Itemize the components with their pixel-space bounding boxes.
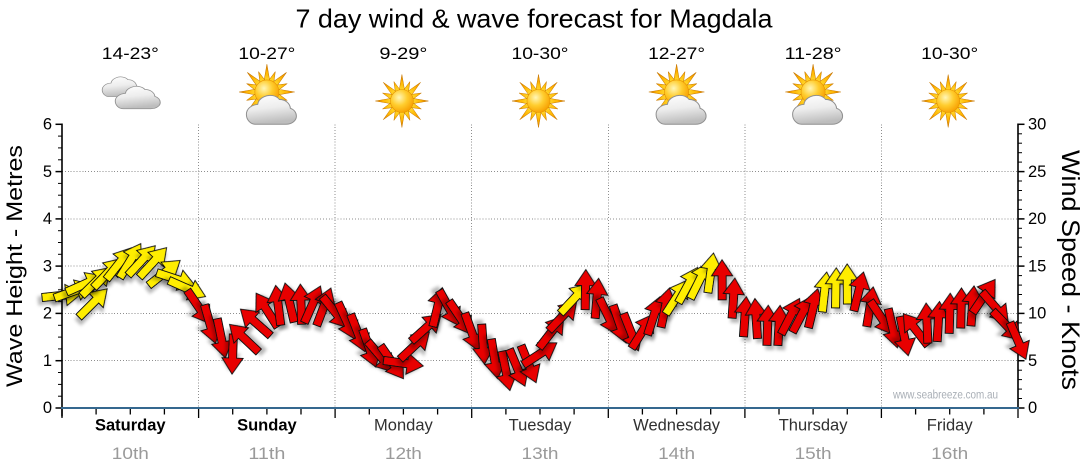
svg-text:10th: 10th: [112, 444, 149, 463]
svg-text:3: 3: [43, 257, 52, 275]
svg-text:10-27°: 10-27°: [238, 45, 295, 63]
svg-text:5: 5: [1028, 352, 1037, 370]
svg-text:11-28°: 11-28°: [785, 45, 842, 63]
svg-text:20: 20: [1028, 210, 1046, 228]
svg-text:11th: 11th: [248, 444, 285, 463]
svg-text:10: 10: [1028, 305, 1046, 323]
svg-text:25: 25: [1028, 163, 1046, 181]
svg-text:13th: 13th: [522, 444, 559, 463]
svg-text:15: 15: [1028, 257, 1046, 275]
svg-text:5: 5: [43, 163, 52, 181]
svg-text:www.seabreeze.com.au: www.seabreeze.com.au: [892, 388, 998, 402]
svg-text:Wind Speed - Knots: Wind Speed - Knots: [1056, 150, 1080, 390]
svg-text:0: 0: [43, 399, 52, 417]
svg-text:14-23°: 14-23°: [102, 45, 159, 63]
svg-text:Saturday: Saturday: [95, 417, 166, 435]
svg-text:Friday: Friday: [927, 417, 974, 435]
svg-text:12th: 12th: [385, 444, 422, 463]
svg-text:Thursday: Thursday: [779, 417, 849, 435]
svg-text:Sunday: Sunday: [237, 417, 297, 435]
svg-text:16th: 16th: [931, 444, 968, 463]
svg-text:Monday: Monday: [374, 417, 433, 435]
svg-text:4: 4: [43, 210, 52, 228]
svg-text:Wave Height - Metres: Wave Height - Metres: [2, 145, 27, 387]
svg-text:10-30°: 10-30°: [921, 45, 978, 63]
svg-text:12-27°: 12-27°: [648, 45, 705, 63]
svg-text:10-30°: 10-30°: [512, 45, 569, 63]
svg-text:Tuesday: Tuesday: [509, 417, 572, 435]
svg-text:0: 0: [1028, 399, 1037, 417]
svg-text:7 day wind & wave forecast for: 7 day wind & wave forecast for Magdala: [296, 4, 774, 34]
svg-text:9-29°: 9-29°: [379, 45, 427, 63]
svg-text:15th: 15th: [795, 444, 832, 463]
svg-text:6: 6: [43, 116, 52, 134]
svg-text:30: 30: [1028, 116, 1046, 134]
svg-text:14th: 14th: [658, 444, 695, 463]
svg-text:2: 2: [43, 305, 52, 323]
svg-text:Wednesday: Wednesday: [633, 417, 721, 435]
svg-text:1: 1: [43, 352, 52, 370]
